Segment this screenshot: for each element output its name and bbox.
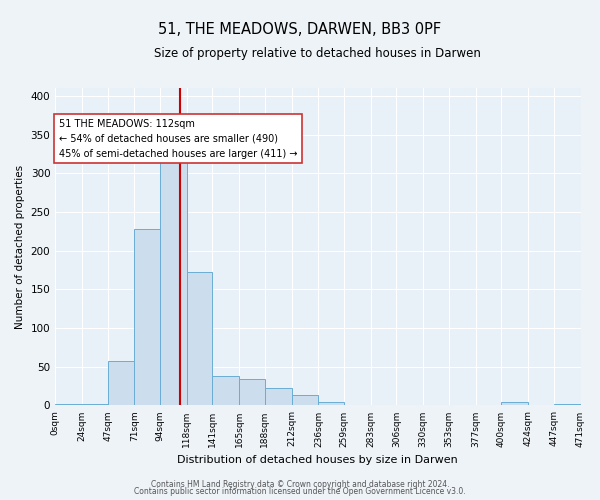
Y-axis label: Number of detached properties: Number of detached properties <box>15 164 25 329</box>
Text: Contains HM Land Registry data © Crown copyright and database right 2024.: Contains HM Land Registry data © Crown c… <box>151 480 449 489</box>
Bar <box>239 379 265 406</box>
X-axis label: Distribution of detached houses by size in Darwen: Distribution of detached houses by size … <box>178 455 458 465</box>
Bar <box>502 402 528 406</box>
Text: Contains public sector information licensed under the Open Government Licence v3: Contains public sector information licen… <box>134 488 466 496</box>
Bar <box>554 404 581 406</box>
Title: Size of property relative to detached houses in Darwen: Size of property relative to detached ho… <box>154 48 481 60</box>
Bar <box>134 229 160 406</box>
Bar <box>371 404 397 406</box>
Bar <box>319 402 344 406</box>
Bar <box>107 362 134 406</box>
Bar <box>55 404 82 406</box>
Bar <box>212 376 239 406</box>
Bar <box>160 150 187 406</box>
Bar <box>187 272 212 406</box>
Text: 51 THE MEADOWS: 112sqm
← 54% of detached houses are smaller (490)
45% of semi-de: 51 THE MEADOWS: 112sqm ← 54% of detached… <box>59 119 297 158</box>
Text: 51, THE MEADOWS, DARWEN, BB3 0PF: 51, THE MEADOWS, DARWEN, BB3 0PF <box>158 22 442 38</box>
Bar <box>265 388 292 406</box>
Bar <box>344 404 371 406</box>
Bar <box>82 404 107 406</box>
Bar <box>397 404 423 406</box>
Bar <box>292 396 319 406</box>
